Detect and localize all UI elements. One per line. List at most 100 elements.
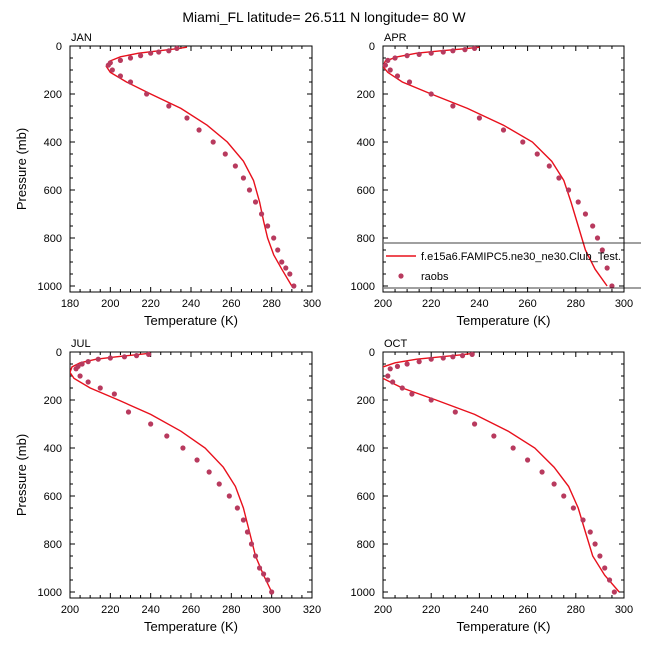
raobs-point <box>534 151 540 157</box>
raobs-point <box>510 445 516 451</box>
raobs-point <box>409 391 415 397</box>
x-tick-label: 220 <box>422 298 440 310</box>
raobs-point <box>539 469 545 475</box>
raobs-point <box>166 103 172 109</box>
panel-title: OCT <box>384 338 408 350</box>
y-tick-label: 200 <box>44 89 62 101</box>
raobs-point <box>244 529 251 535</box>
legend-raobs-label: raobs <box>421 271 449 283</box>
y-tick-label: 0 <box>56 41 62 53</box>
raobs-point <box>265 223 271 229</box>
raobs-point <box>416 51 422 58</box>
y-tick-label: 0 <box>369 347 375 359</box>
x-tick-label: 260 <box>222 298 240 310</box>
x-tick-label: 240 <box>470 298 488 310</box>
raobs-point <box>594 235 601 241</box>
x-tick-label: 200 <box>61 604 79 616</box>
y-axis-label: Pressure (mb) <box>14 434 29 516</box>
raobs-point <box>127 79 134 85</box>
raobs-point <box>287 271 293 277</box>
panel-jan: 180 200 220 240 260 280 300 0 200 400 600 800 1000 JA… <box>14 32 321 328</box>
raobs-point <box>385 57 391 64</box>
raobs-point <box>206 469 212 475</box>
raobs-point <box>196 127 202 133</box>
model-series-line <box>105 46 293 287</box>
raobs-point <box>428 397 434 403</box>
y-tick-label: 200 <box>357 395 375 407</box>
x-axis-label: Temperature (K) <box>457 619 551 634</box>
x-tick-label: 280 <box>567 298 585 310</box>
raobs-point <box>283 265 289 271</box>
y-tick-label: 600 <box>44 491 62 503</box>
y-tick-label: 200 <box>44 395 62 407</box>
raobs-point <box>404 361 410 367</box>
raobs-point <box>590 223 596 229</box>
raobs-point <box>592 541 598 547</box>
raobs-point <box>77 373 83 379</box>
raobs-point <box>256 565 263 571</box>
raobs-point <box>117 57 124 64</box>
raobs-point <box>148 421 154 427</box>
raobs-point <box>275 247 281 253</box>
raobs-point <box>121 354 128 360</box>
raobs-point <box>404 53 410 59</box>
raobs-point <box>450 354 456 360</box>
y-tick-label: 800 <box>357 539 375 551</box>
raobs-point <box>604 265 610 271</box>
raobs-point <box>602 565 608 571</box>
raobs-point <box>551 481 557 487</box>
x-tick-label: 280 <box>222 604 240 616</box>
raobs-point <box>440 355 446 361</box>
x-tick-label: 220 <box>422 604 440 616</box>
raobs-point <box>387 67 393 73</box>
raobs-point <box>246 187 253 193</box>
model-series-line <box>383 352 620 593</box>
raobs-point <box>394 363 401 369</box>
raobs-point <box>144 91 150 97</box>
raobs-point <box>95 356 101 362</box>
raobs-point <box>450 103 456 109</box>
raobs-point <box>416 359 422 365</box>
raobs-point <box>261 571 267 577</box>
x-tick-label: 320 <box>303 604 321 616</box>
x-tick-label: 280 <box>567 604 585 616</box>
raobs-point <box>156 49 162 55</box>
x-tick-label: 300 <box>615 298 633 310</box>
raobs-point <box>258 211 265 217</box>
x-tick-label: 280 <box>262 298 280 310</box>
raobs-point <box>469 351 475 357</box>
panels: 180 200 220 240 260 280 300 0 200 400 600 800 1000 JA… <box>14 32 633 634</box>
raobs-point <box>240 175 247 181</box>
raobs-point <box>137 53 144 59</box>
x-tick-label: 200 <box>374 604 392 616</box>
raobs-point <box>611 589 617 595</box>
x-axis-label: Temperature (K) <box>144 619 238 634</box>
raobs-point <box>291 283 297 289</box>
raobs-point <box>606 577 613 583</box>
y-tick-label: 1000 <box>38 281 62 293</box>
raobs-point <box>406 79 413 85</box>
raobs-point <box>399 385 405 391</box>
raobs-point <box>194 457 200 463</box>
y-tick-label: 400 <box>44 443 62 455</box>
x-tick-label: 260 <box>518 298 536 310</box>
raobs-point <box>109 67 115 73</box>
x-tick-label: 200 <box>101 298 119 310</box>
raobs-point <box>440 49 446 55</box>
plot-frame <box>382 351 625 599</box>
raobs-point <box>164 433 170 439</box>
raobs-point <box>597 553 603 559</box>
raobs-point <box>428 50 434 56</box>
y-axis-label: Pressure (mb) <box>14 128 29 210</box>
raobs-point <box>133 353 140 359</box>
raobs-point <box>85 379 91 385</box>
raobs-point <box>565 187 572 193</box>
raobs-point <box>166 48 172 54</box>
raobs-point <box>248 541 255 547</box>
x-tick-label: 260 <box>182 604 200 616</box>
raobs-point <box>125 409 132 415</box>
x-tick-label: 300 <box>303 298 321 310</box>
raobs-point <box>117 73 124 79</box>
raobs-point <box>462 47 468 53</box>
